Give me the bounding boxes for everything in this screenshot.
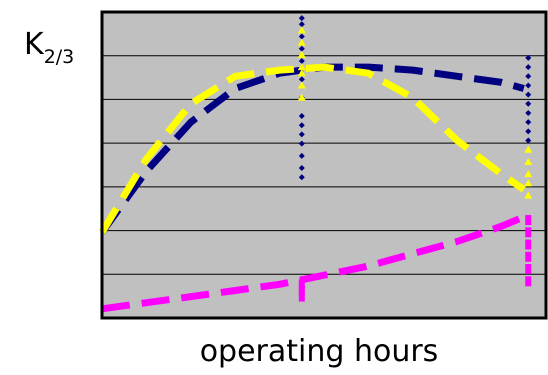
data-point-navy (525, 82, 532, 89)
plot-border (100, 10, 548, 320)
x-axis-label: operating hours (199, 334, 439, 369)
data-point-navy (298, 113, 305, 120)
data-point-navy (298, 33, 305, 40)
data-point-magenta (525, 264, 532, 275)
data-point-yellow (524, 157, 533, 165)
data-point-yellow (524, 170, 533, 178)
data-point-navy (525, 128, 532, 135)
y-axis-label: K2/3 (24, 30, 74, 67)
points-layer (297, 15, 533, 302)
data-point-navy (298, 174, 305, 181)
data-point-magenta (525, 239, 532, 250)
data-point-magenta (525, 251, 532, 262)
data-point-navy (525, 64, 532, 71)
data-point-yellow (297, 38, 306, 46)
data-point-navy (298, 57, 305, 64)
data-point-magenta (525, 276, 532, 287)
data-point-magenta (525, 227, 532, 238)
series-layer (99, 63, 526, 313)
data-point-magenta (525, 215, 532, 226)
series-line-magenta (101, 213, 526, 313)
data-point-navy (298, 122, 305, 129)
data-point-magenta (298, 285, 305, 296)
data-point-yellow (524, 179, 533, 187)
data-point-magenta (298, 291, 305, 302)
data-point-navy (525, 137, 532, 144)
data-point-yellow (297, 63, 306, 71)
data-point-navy (298, 131, 305, 138)
data-point-navy (525, 119, 532, 126)
data-point-navy (525, 109, 532, 116)
data-point-yellow (524, 145, 533, 153)
data-point-magenta (298, 279, 305, 290)
data-point-navy (298, 76, 305, 83)
data-point-yellow (297, 81, 306, 89)
y-axis-label-subscript: 2/3 (43, 46, 75, 68)
y-axis-label-main: K (24, 27, 44, 62)
data-point-yellow (297, 69, 306, 77)
data-point-navy (298, 15, 305, 22)
data-point-navy (298, 45, 305, 52)
data-point-yellow (297, 93, 306, 101)
data-point-yellow (297, 50, 306, 58)
data-point-navy (525, 100, 532, 107)
data-point-navy (298, 165, 305, 172)
data-point-navy (525, 54, 532, 61)
data-point-navy (525, 73, 532, 80)
data-point-yellow (297, 26, 306, 34)
data-point-navy (298, 140, 305, 147)
data-point-yellow (524, 191, 533, 199)
data-point-navy (298, 21, 305, 28)
plot-area (102, 12, 546, 318)
data-point-navy (298, 152, 305, 159)
data-point-navy (525, 91, 532, 98)
series-line-yellow (99, 63, 526, 235)
